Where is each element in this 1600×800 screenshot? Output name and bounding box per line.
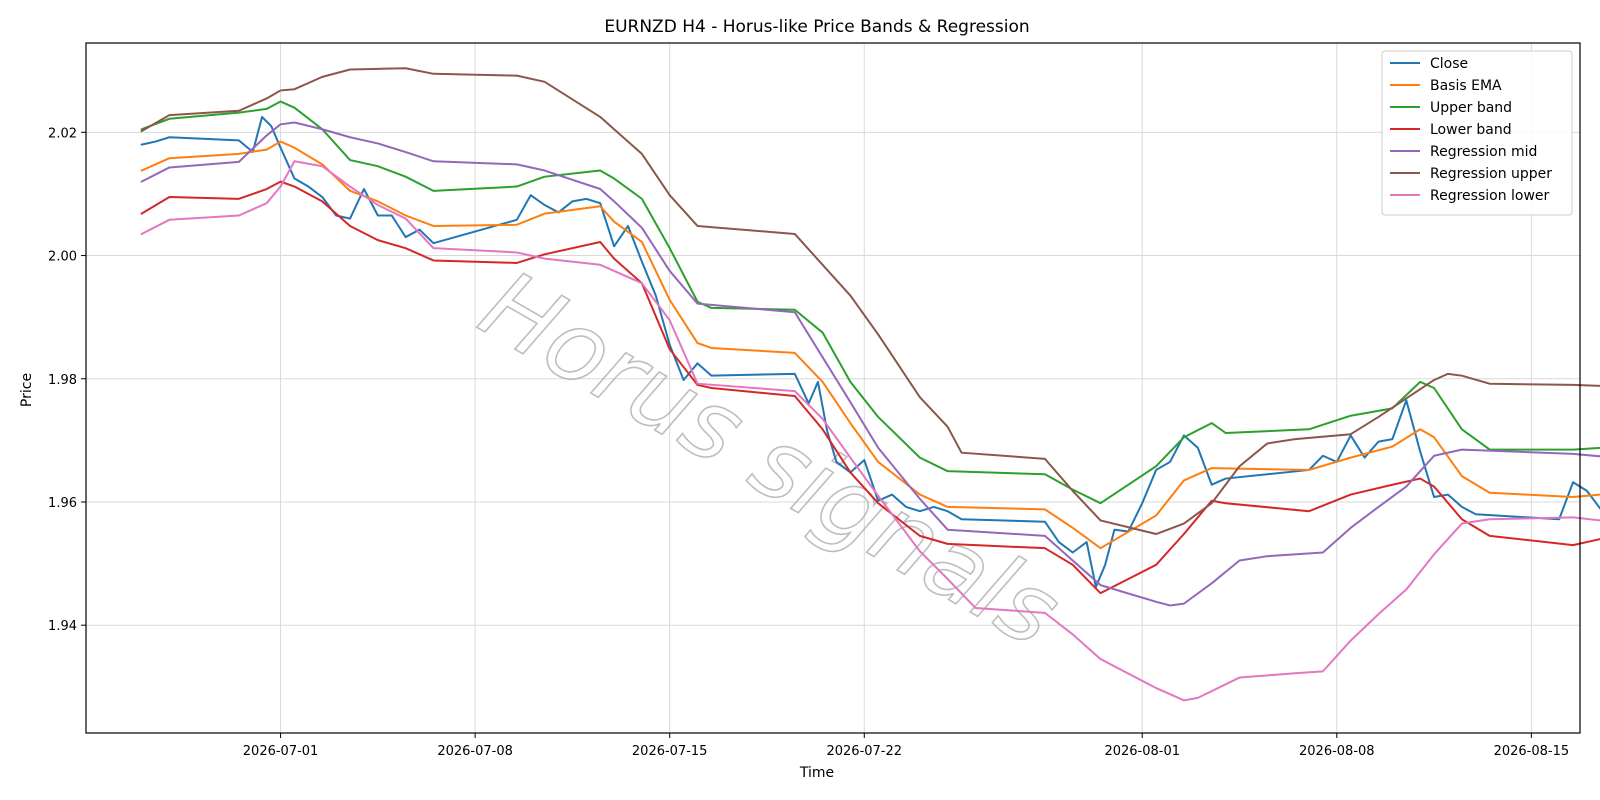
x-axis-label: Time [799, 765, 834, 781]
x-axis-ticks: 2026-07-01 2026-07-08 2026-07-15 2026-07-22… [243, 733, 1569, 759]
x-tick-label: 2026-07-08 [437, 744, 513, 759]
chart-title: EURNZD H4 - Horus-like Price Bands & Reg… [604, 17, 1029, 37]
legend-entry-regression-upper: Regression upper [1430, 166, 1552, 182]
watermark-text: Horus signals [463, 249, 1078, 669]
x-tick-label: 2026-08-01 [1104, 744, 1180, 759]
y-tick-label: 2.00 [48, 250, 77, 265]
legend-entry-lower-band: Lower band [1430, 122, 1512, 138]
y-tick-label: 2.02 [48, 126, 77, 141]
y-tick-label: 1.96 [48, 496, 77, 511]
y-axis-label: Price [19, 373, 35, 407]
y-tick-label: 1.98 [48, 373, 77, 388]
plot-frame [85, 42, 1581, 734]
series-line-close [140, 115, 1600, 588]
x-tick-label: 2026-08-08 [1299, 744, 1375, 759]
watermark: Horus signals [462, 248, 1079, 669]
series-line-lower-band [140, 180, 1600, 595]
legend-entry-close: Close [1430, 56, 1468, 72]
series-line-basis-ema [140, 140, 1600, 550]
series-lines [140, 67, 1600, 702]
grid [86, 43, 1580, 733]
legend-box [1381, 50, 1573, 216]
x-tick-label: 2026-08-15 [1494, 744, 1570, 759]
series-line-regression-upper [140, 67, 1600, 536]
y-tick-label: 1.94 [48, 619, 77, 634]
legend-entry-basis-ema: Basis EMA [1430, 78, 1502, 94]
x-tick-label: 2026-07-22 [826, 744, 902, 759]
y-axis-ticks: 1.94 1.96 1.98 2.00 2.02 [48, 126, 86, 634]
series-line-regression-lower [140, 160, 1600, 702]
x-tick-label: 2026-07-15 [632, 744, 708, 759]
series-line-regression-mid [140, 121, 1600, 607]
x-tick-label: 2026-07-01 [243, 744, 319, 759]
series-line-upper-band [140, 100, 1600, 505]
legend: Close Basis EMA Upper band Lower band Regres… [1381, 50, 1573, 216]
legend-entry-regression-lower: Regression lower [1430, 188, 1550, 204]
legend-entry-upper-band: Upper band [1430, 100, 1512, 116]
legend-entry-regression-mid: Regression mid [1430, 144, 1537, 160]
